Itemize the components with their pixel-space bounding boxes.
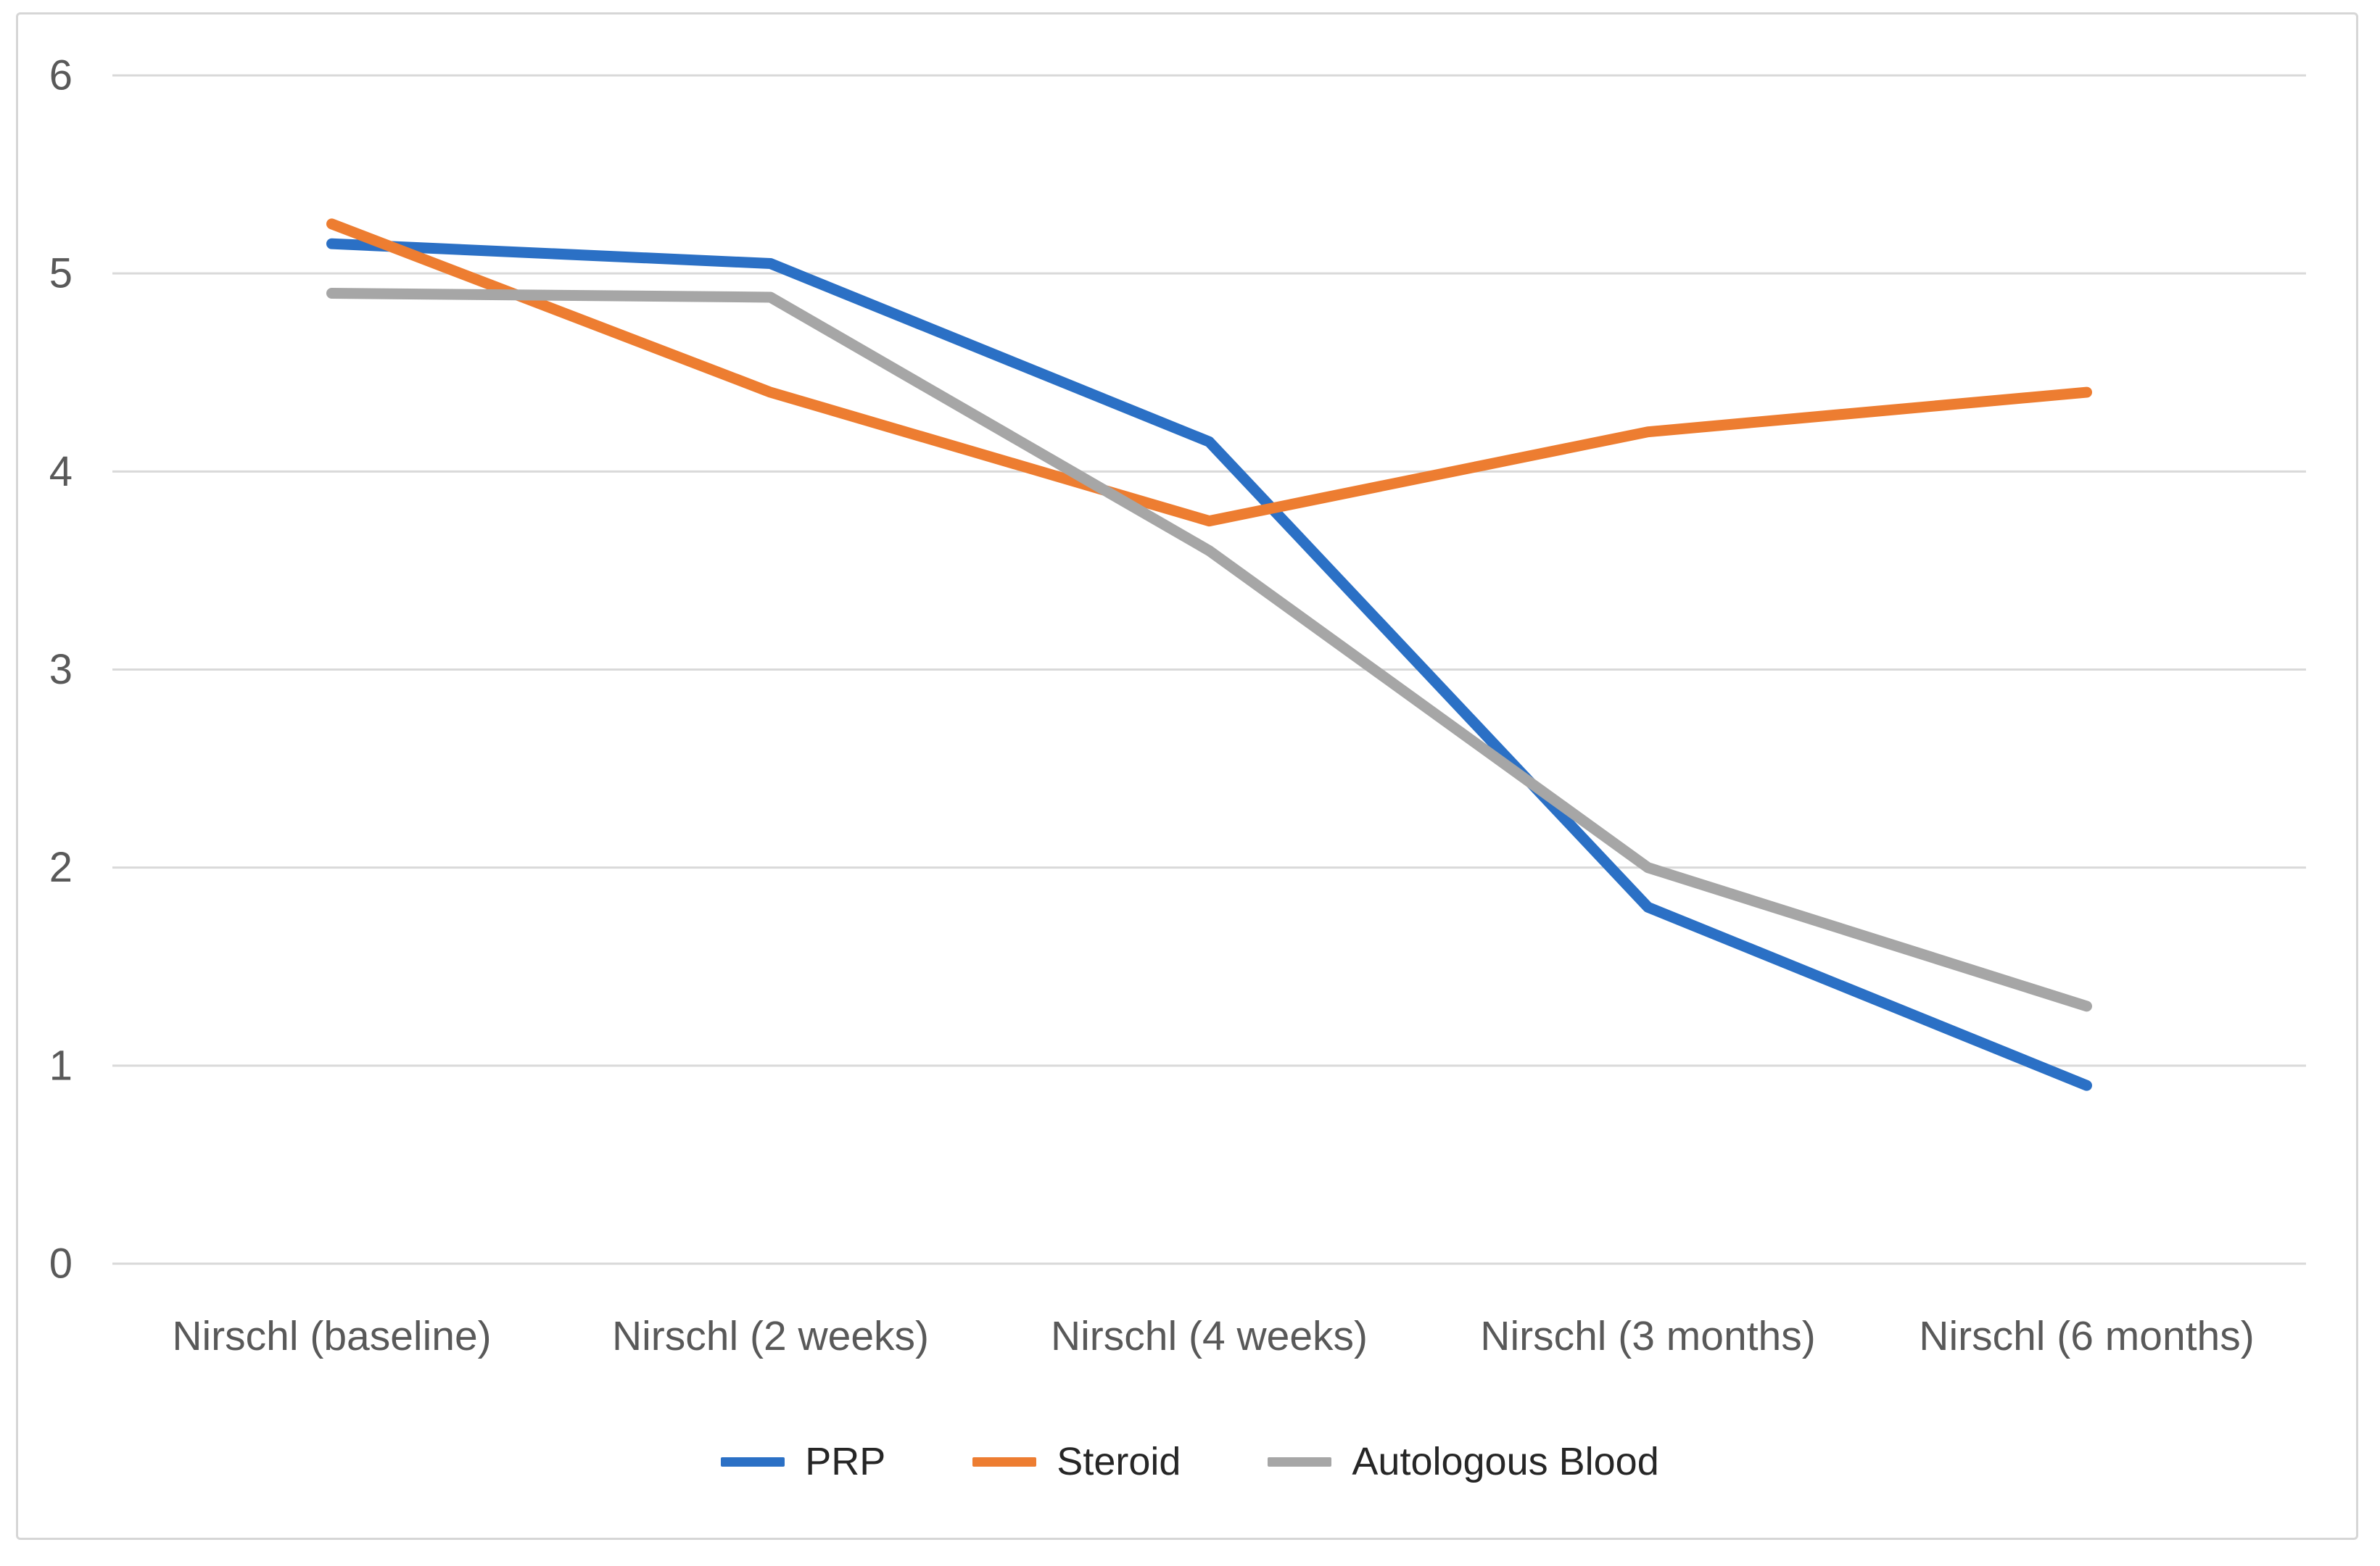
x-category-label: Nirschl (baseline) [172, 1313, 491, 1359]
y-tick-label: 5 [49, 250, 73, 297]
legend-marker-steroid [972, 1457, 1037, 1467]
x-axis-category-labels: Nirschl (baseline) Nirschl (2 weeks) Nirsc… [172, 1313, 2254, 1359]
legend-marker-prp [721, 1457, 785, 1467]
y-tick-label: 3 [49, 646, 73, 693]
series-line-prp [326, 238, 2092, 1091]
series-line-autologous-blood [326, 287, 2092, 1012]
y-tick-label: 1 [49, 1042, 73, 1089]
legend-item-prp: PRP [721, 1439, 885, 1484]
x-category-label: Nirschl (3 months) [1480, 1313, 1815, 1359]
legend-marker-autologous-blood [1268, 1457, 1332, 1467]
legend-label-prp: PRP [805, 1440, 886, 1483]
legend-label-autologous-blood: Autologous Blood [1352, 1440, 1659, 1483]
legend-item-steroid: Steroid [972, 1439, 1181, 1484]
gridlines [112, 74, 2306, 1265]
y-tick-label: 0 [49, 1240, 73, 1288]
x-category-label: Nirschl (2 weeks) [612, 1313, 929, 1359]
y-tick-label: 2 [49, 844, 73, 891]
x-category-label: Nirschl (6 months) [1919, 1313, 2254, 1359]
legend-label-steroid: Steroid [1057, 1440, 1181, 1483]
y-tick-label: 6 [49, 52, 73, 99]
y-axis-tick-labels: 0 1 2 3 4 5 6 [49, 52, 73, 1288]
series-line-steroid [326, 218, 2092, 527]
chart-legend: PRP Steroid Autologous Blood [0, 1439, 2380, 1484]
x-category-label: Nirschl (4 weeks) [1051, 1313, 1368, 1359]
legend-item-autologous-blood: Autologous Blood [1268, 1439, 1659, 1484]
chart-frame [16, 12, 2358, 1540]
y-tick-label: 4 [49, 448, 73, 495]
